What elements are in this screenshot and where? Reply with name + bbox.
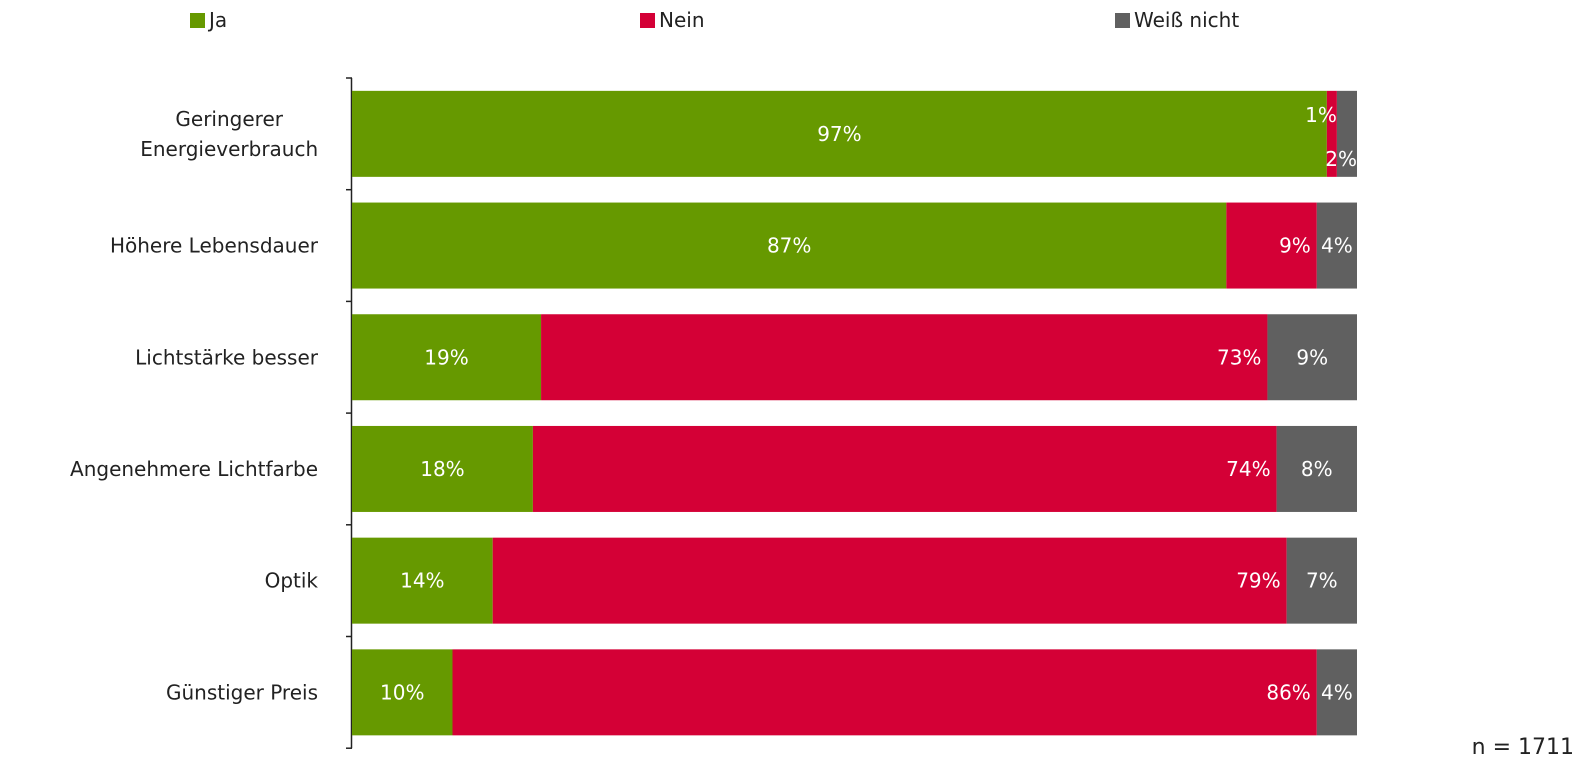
data-label-nein: 9% xyxy=(1279,234,1311,258)
bar-segment-weiss-nicht xyxy=(1267,314,1357,401)
data-label-ja: 10% xyxy=(380,680,424,704)
data-label-nein: 86% xyxy=(1266,680,1310,704)
data-label-weiss-nicht: 4% xyxy=(1321,234,1353,258)
data-label-ja: 19% xyxy=(424,345,468,369)
data-label-weiss-nicht: 8% xyxy=(1301,457,1333,481)
bar-segment-nein xyxy=(1226,202,1317,289)
data-label-ja: 14% xyxy=(400,569,444,593)
category-label-line: Energieverbrauch xyxy=(140,137,318,161)
category-label-line: Lichtstärke besser xyxy=(135,345,319,369)
bar-segment-nein xyxy=(1326,90,1337,177)
bar-segment-ja xyxy=(352,425,533,512)
data-label-nein: 1% xyxy=(1305,103,1337,127)
data-label-ja: 87% xyxy=(767,234,811,258)
legend-label-nein: Nein xyxy=(659,8,705,32)
category-label-line: Höhere Lebensdauer xyxy=(110,234,319,258)
bar-segment-nein xyxy=(452,649,1317,736)
bar-segment-ja xyxy=(352,314,542,401)
category-label-geringerer-energieverbrauch: Geringerer Energieverbrauch xyxy=(140,107,318,161)
bar-segment-ja xyxy=(352,90,1327,177)
legend-swatch-ja xyxy=(190,12,205,28)
legend-label-weiss-nicht: Weiß nicht xyxy=(1134,8,1240,32)
bar-segment-weiss-nicht xyxy=(1276,425,1357,512)
bar-segment-weiss-nicht xyxy=(1316,202,1357,289)
category-label-line: Optik xyxy=(265,569,319,593)
category-label-line: Günstiger Preis xyxy=(166,680,318,704)
bar-segment-nein xyxy=(492,537,1287,624)
legend-swatch-nein xyxy=(640,12,655,28)
category-label-hoehere-lebensdauer: Höhere Lebensdauer xyxy=(110,234,319,258)
legend-item-ja: Ja xyxy=(190,8,227,32)
bar-segment-ja xyxy=(352,649,453,736)
category-label-line: Angenehmere Lichtfarbe xyxy=(70,457,318,481)
data-label-nein: 79% xyxy=(1236,569,1280,593)
data-label-weiss-nicht: 9% xyxy=(1296,345,1328,369)
category-label-optik: Optik xyxy=(265,569,319,593)
bar-segment-ja xyxy=(352,202,1227,289)
category-label-line: Geringerer xyxy=(175,107,283,131)
legend-item-nein: Nein xyxy=(640,8,705,32)
bar-segment-weiss-nicht xyxy=(1336,90,1357,177)
data-label-weiss-nicht: 4% xyxy=(1321,680,1353,704)
legend-swatch-weiss-nicht xyxy=(1115,12,1130,28)
data-label-ja: 97% xyxy=(817,122,861,146)
legend-label-ja: Ja xyxy=(209,8,228,32)
data-label-weiss-nicht: 7% xyxy=(1306,569,1338,593)
data-label-weiss-nicht: 2% xyxy=(1325,147,1357,171)
bar-segment-weiss-nicht xyxy=(1286,537,1357,624)
category-label-angenehmere-lichtfarbe: Angenehmere Lichtfarbe xyxy=(70,457,318,481)
sample-size-note: n = 1711 xyxy=(1471,735,1574,760)
bar-segment-nein xyxy=(541,314,1268,401)
legend-item-weiss-nicht: Weiß nicht xyxy=(1115,8,1239,32)
data-label-nein: 74% xyxy=(1226,457,1270,481)
data-label-ja: 18% xyxy=(420,457,464,481)
bar-segment-ja xyxy=(352,537,493,624)
category-label-guenstiger-preis: Günstiger Preis xyxy=(166,680,318,704)
data-label-nein: 73% xyxy=(1217,345,1261,369)
bar-segment-nein xyxy=(532,425,1277,512)
category-label-lichtstaerke-besser: Lichtstärke besser xyxy=(135,345,319,369)
bar-segment-weiss-nicht xyxy=(1316,649,1357,736)
